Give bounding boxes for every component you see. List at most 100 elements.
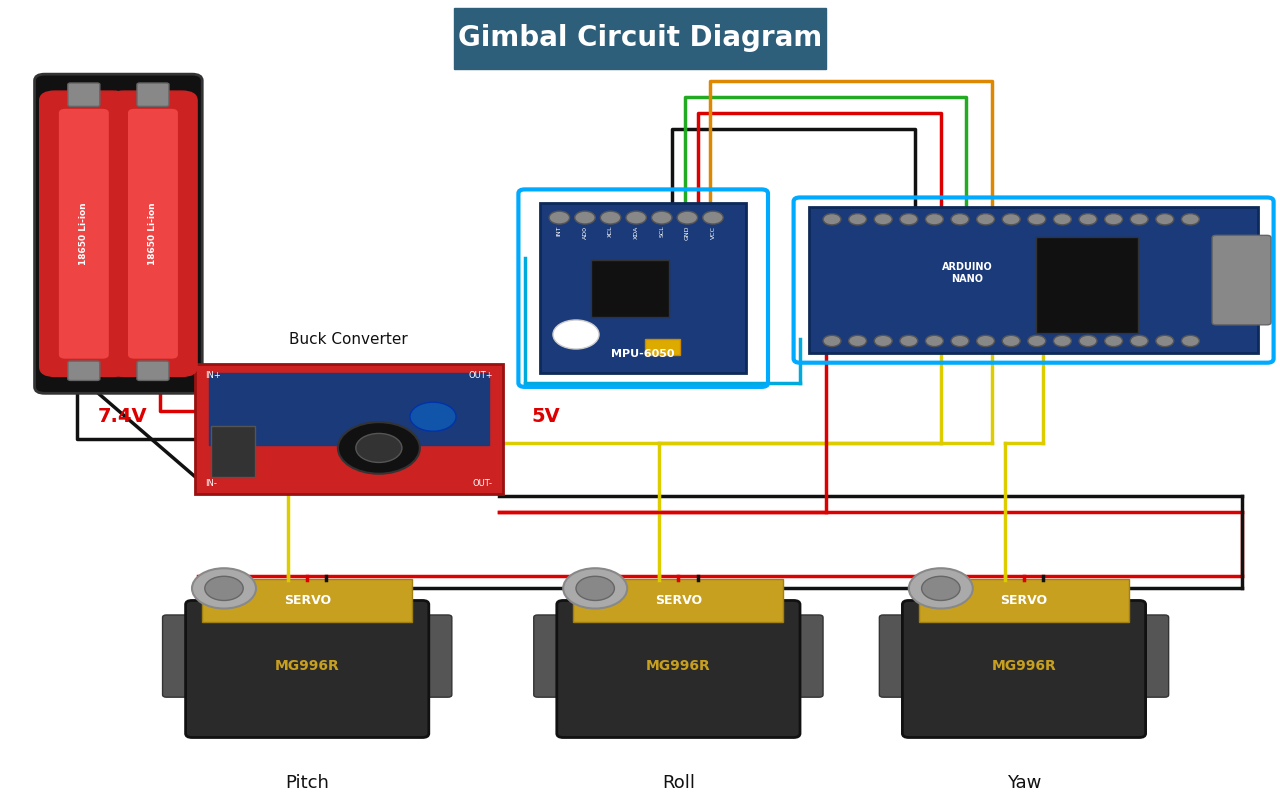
Circle shape bbox=[205, 576, 243, 600]
FancyBboxPatch shape bbox=[68, 361, 100, 380]
Circle shape bbox=[874, 335, 892, 347]
FancyBboxPatch shape bbox=[902, 600, 1146, 737]
Circle shape bbox=[1105, 214, 1123, 225]
Text: MG996R: MG996R bbox=[275, 659, 339, 673]
FancyBboxPatch shape bbox=[195, 364, 503, 494]
FancyBboxPatch shape bbox=[557, 600, 800, 737]
Circle shape bbox=[874, 214, 892, 225]
Circle shape bbox=[1079, 214, 1097, 225]
Circle shape bbox=[410, 402, 456, 431]
Text: 5V: 5V bbox=[531, 407, 559, 426]
Circle shape bbox=[951, 214, 969, 225]
FancyBboxPatch shape bbox=[186, 600, 429, 737]
Circle shape bbox=[1156, 214, 1174, 225]
FancyBboxPatch shape bbox=[128, 109, 178, 359]
Text: GND: GND bbox=[685, 226, 690, 240]
FancyBboxPatch shape bbox=[59, 109, 109, 359]
FancyBboxPatch shape bbox=[35, 74, 202, 393]
Text: 18650 Li-ion: 18650 Li-ion bbox=[148, 202, 157, 265]
FancyBboxPatch shape bbox=[109, 91, 197, 376]
Circle shape bbox=[576, 576, 614, 600]
FancyBboxPatch shape bbox=[591, 260, 669, 317]
Circle shape bbox=[900, 335, 918, 347]
Text: Gimbal Circuit Diagram: Gimbal Circuit Diagram bbox=[458, 24, 822, 52]
Circle shape bbox=[909, 568, 973, 609]
Text: 7.4V: 7.4V bbox=[97, 407, 147, 426]
Text: XCL: XCL bbox=[608, 226, 613, 237]
Text: MG996R: MG996R bbox=[992, 659, 1056, 673]
Text: Yaw: Yaw bbox=[1007, 774, 1041, 791]
Text: Roll: Roll bbox=[662, 774, 695, 791]
Circle shape bbox=[549, 211, 570, 224]
Circle shape bbox=[652, 211, 672, 224]
Circle shape bbox=[900, 214, 918, 225]
Text: MPU-6050: MPU-6050 bbox=[612, 349, 675, 359]
FancyBboxPatch shape bbox=[163, 615, 202, 697]
Text: VCC: VCC bbox=[710, 226, 716, 239]
FancyBboxPatch shape bbox=[137, 83, 169, 106]
Circle shape bbox=[823, 214, 841, 225]
Text: INT: INT bbox=[557, 226, 562, 236]
Text: Buck Converter: Buck Converter bbox=[289, 331, 408, 347]
Circle shape bbox=[553, 320, 599, 349]
Text: IN-: IN- bbox=[205, 479, 216, 488]
FancyBboxPatch shape bbox=[1129, 615, 1169, 697]
Circle shape bbox=[626, 211, 646, 224]
FancyBboxPatch shape bbox=[783, 615, 823, 697]
Circle shape bbox=[823, 335, 841, 347]
FancyBboxPatch shape bbox=[454, 8, 826, 69]
Circle shape bbox=[600, 211, 621, 224]
FancyBboxPatch shape bbox=[534, 615, 573, 697]
Text: AD0: AD0 bbox=[582, 226, 588, 239]
Circle shape bbox=[1105, 335, 1123, 347]
Text: MG996R: MG996R bbox=[646, 659, 710, 673]
Circle shape bbox=[1002, 214, 1020, 225]
Circle shape bbox=[925, 214, 943, 225]
FancyBboxPatch shape bbox=[645, 339, 680, 355]
FancyBboxPatch shape bbox=[540, 203, 746, 373]
Circle shape bbox=[1181, 335, 1199, 347]
Circle shape bbox=[977, 335, 995, 347]
Circle shape bbox=[563, 568, 627, 609]
FancyBboxPatch shape bbox=[412, 615, 452, 697]
Circle shape bbox=[849, 214, 867, 225]
Circle shape bbox=[192, 568, 256, 609]
Circle shape bbox=[703, 211, 723, 224]
Text: OUT+: OUT+ bbox=[468, 371, 493, 380]
FancyBboxPatch shape bbox=[40, 91, 128, 376]
Circle shape bbox=[677, 211, 698, 224]
FancyBboxPatch shape bbox=[68, 83, 100, 106]
Text: SERVO: SERVO bbox=[284, 594, 330, 607]
Circle shape bbox=[1079, 335, 1097, 347]
Text: ARDUINO
NANO: ARDUINO NANO bbox=[942, 262, 993, 284]
Circle shape bbox=[1130, 214, 1148, 225]
Text: Pitch: Pitch bbox=[285, 774, 329, 791]
Circle shape bbox=[575, 211, 595, 224]
FancyBboxPatch shape bbox=[202, 579, 412, 622]
Circle shape bbox=[977, 214, 995, 225]
Circle shape bbox=[1028, 335, 1046, 347]
Text: IN+: IN+ bbox=[205, 371, 220, 380]
Text: SCL: SCL bbox=[659, 226, 664, 238]
FancyBboxPatch shape bbox=[1036, 237, 1138, 334]
FancyBboxPatch shape bbox=[919, 579, 1129, 622]
Text: 18650 Li-ion: 18650 Li-ion bbox=[79, 202, 88, 265]
FancyBboxPatch shape bbox=[573, 579, 783, 622]
Circle shape bbox=[925, 335, 943, 347]
FancyBboxPatch shape bbox=[209, 373, 489, 445]
Circle shape bbox=[1002, 335, 1020, 347]
Circle shape bbox=[1053, 214, 1071, 225]
Text: SERVO: SERVO bbox=[1001, 594, 1047, 607]
FancyBboxPatch shape bbox=[1212, 235, 1271, 325]
Circle shape bbox=[1156, 335, 1174, 347]
Text: SERVO: SERVO bbox=[655, 594, 701, 607]
Text: OUT-: OUT- bbox=[472, 479, 493, 488]
FancyBboxPatch shape bbox=[211, 426, 255, 477]
Circle shape bbox=[356, 434, 402, 463]
FancyBboxPatch shape bbox=[809, 207, 1258, 353]
Circle shape bbox=[338, 422, 420, 474]
Circle shape bbox=[1028, 214, 1046, 225]
Circle shape bbox=[849, 335, 867, 347]
Circle shape bbox=[1181, 214, 1199, 225]
Circle shape bbox=[951, 335, 969, 347]
